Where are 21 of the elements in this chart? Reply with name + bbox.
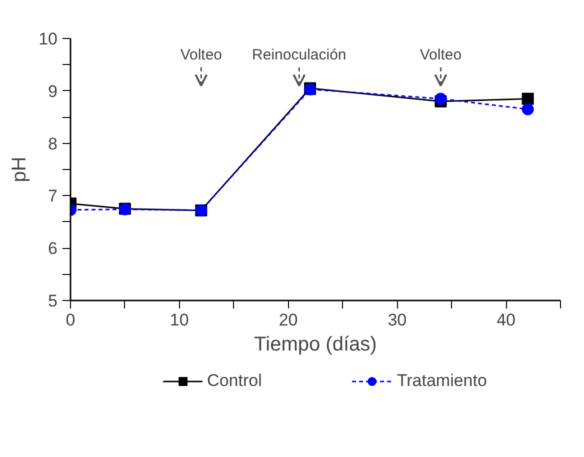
x-tick-label: 40 [496,310,516,330]
y-tick-label: 5 [48,292,58,310]
x-tick-label: 0 [66,310,76,330]
ref-line-label: Reinoculación [252,46,346,64]
y-tick-label: 9 [48,82,58,101]
y-tick-label: 10 [38,30,58,48]
y-tick-label: 7 [48,186,58,206]
x-axis-title: Tiempo (días) [254,334,377,356]
x-tick-label: 10 [170,310,189,330]
y-axis-title: pH [8,156,31,182]
ref-line-label: Volteo [180,46,222,64]
point [434,92,447,105]
y-tick-label: 6 [48,239,58,258]
y-tick-label: 8 [48,134,58,154]
x-tick-label: 20 [278,310,298,330]
point [522,92,534,105]
point [522,103,534,116]
legend-label: Control [207,370,262,390]
x-tick-label: 30 [388,310,407,330]
ref-line-label: Volteo [420,46,462,64]
legend-label: Tratamiento [396,370,487,390]
